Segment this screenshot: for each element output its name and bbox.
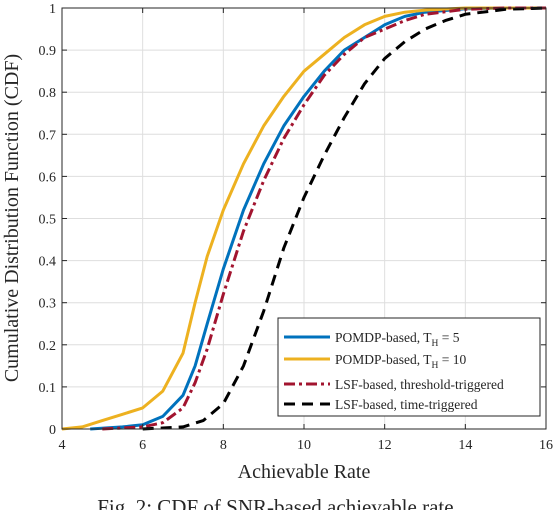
x-tick-label: 10 [297, 438, 311, 453]
y-tick-label: 1 [49, 2, 56, 17]
x-axis-label: Achievable Rate [238, 461, 371, 483]
y-axis-label: Cumulative Distribution Function (CDF) [1, 54, 23, 382]
legend-entry: LSF-based, threshold-triggered [335, 377, 504, 392]
y-tick-label: 0.3 [39, 297, 57, 312]
legend-entry: LSF-based, time-triggered [335, 397, 478, 412]
y-tick-label: 0.8 [39, 86, 57, 101]
y-tick-label: 0 [49, 423, 56, 438]
axis-ticks: 4 6 8 10 12 14 16 0 0.1 0.2 0.3 0.4 0.5 0.6 0.7 0.8 0.9 1 [39, 2, 554, 453]
x-tick-label: 16 [539, 438, 553, 453]
legend-entry: POMDP-based, TH = 5 [335, 330, 460, 349]
x-tick-label: 6 [139, 438, 146, 453]
series-line-3 [102, 6, 546, 431]
legend-box [277, 317, 541, 417]
series-line-2 [61, 6, 546, 431]
x-tick-label: 8 [220, 438, 227, 453]
series-lines [61, 6, 547, 431]
series-line-1 [90, 6, 546, 431]
figure-caption: Fig. 2: CDF of SNR-based achievable rate… [97, 495, 459, 510]
y-tick-label: 0.5 [39, 213, 57, 228]
x-tick-label: 12 [378, 438, 392, 453]
x-tick-label: 14 [458, 438, 472, 453]
series-line-4 [142, 6, 547, 431]
legend-entry: POMDP-based, TH = 10 [335, 352, 467, 371]
legend: POMDP-based, TH = 5 POMDP-based, TH = 10 L… [277, 317, 541, 417]
x-tick-label: 4 [59, 438, 66, 453]
y-tick-label: 0.9 [39, 44, 57, 59]
y-tick-label: 0.6 [39, 170, 57, 185]
y-tick-label: 0.2 [39, 339, 57, 354]
y-tick-label: 0.1 [39, 381, 57, 396]
y-tick-label: 0.7 [39, 128, 57, 143]
y-tick-label: 0.4 [39, 255, 57, 270]
